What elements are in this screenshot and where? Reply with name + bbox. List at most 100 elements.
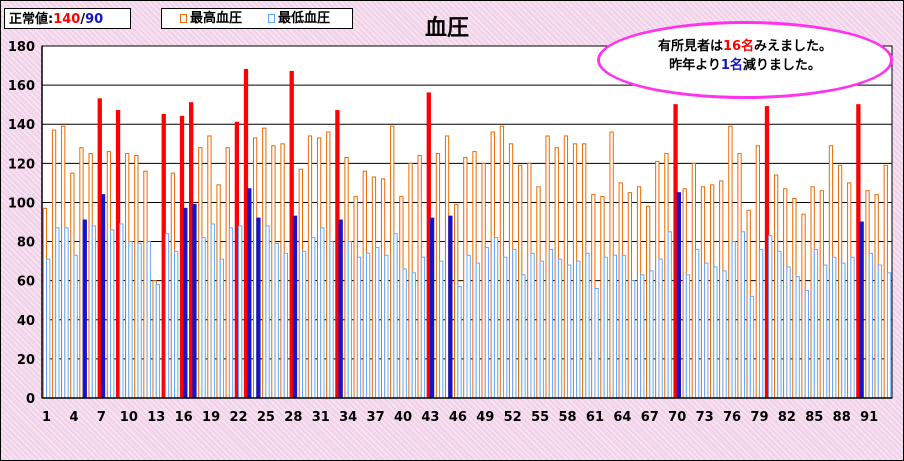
normal-value-slash: / [80, 12, 86, 27]
bar-diastolic [722, 270, 727, 399]
bar-diastolic [420, 256, 426, 399]
bar-diastolic [685, 274, 691, 399]
x-tick-label: 61 [586, 410, 604, 425]
bar-diastolic [201, 237, 206, 399]
bar-diastolic [247, 188, 252, 399]
bar-diastolic [603, 256, 608, 399]
bar-diastolic [841, 262, 846, 399]
bar-diastolic [530, 252, 535, 399]
bar-diastolic [265, 225, 270, 399]
bar-systolic [243, 68, 249, 399]
normal-systolic-value: 140 [53, 12, 81, 27]
bar-diastolic [283, 252, 288, 399]
bar-diastolic [457, 286, 462, 399]
x-tick-label: 28 [284, 410, 302, 425]
x-tick-label: 67 [641, 410, 659, 425]
x-tick-label: 70 [668, 410, 686, 425]
x-tick-label: 31 [312, 410, 330, 425]
bar-diastolic [183, 207, 188, 399]
bar-diastolic [740, 231, 745, 399]
bar-diastolic [859, 221, 864, 399]
x-tick-label: 34 [339, 410, 357, 425]
x-tick-label: 82 [778, 410, 796, 425]
bar-diastolic [429, 217, 435, 399]
chart-legend: 最高血圧 最低血圧 [161, 8, 353, 29]
bar-diastolic [484, 246, 490, 399]
x-tick-label: 52 [504, 410, 522, 425]
bar-diastolic [804, 289, 809, 399]
bar-diastolic [612, 254, 618, 399]
bar-diastolic [219, 258, 225, 399]
bar-diastolic [439, 260, 444, 399]
bar-diastolic [512, 248, 517, 399]
y-tick-label: 180 [8, 40, 35, 55]
bar-diastolic [137, 243, 142, 399]
legend-item-systolic: 最高血圧 [180, 9, 242, 28]
bar-diastolic [594, 287, 599, 399]
callout-count-change: 1名 [720, 58, 743, 73]
legend-label-systolic: 最高血圧 [190, 11, 243, 26]
bar-systolic [664, 153, 669, 399]
bar-diastolic [329, 241, 334, 399]
bar-diastolic [822, 264, 828, 399]
legend-swatch-systolic [180, 14, 187, 23]
bar-diastolic [521, 274, 526, 399]
findings-callout: 有所見者は16名みえました。 昨年より1名減りました。 [597, 21, 893, 99]
bar-diastolic [704, 262, 709, 399]
bar-diastolic [503, 256, 508, 399]
bar-diastolic [713, 266, 718, 399]
bar-diastolic [795, 276, 800, 399]
bar-diastolic [311, 237, 316, 399]
x-tick-label: 10 [120, 410, 138, 425]
x-tick-label: 49 [476, 410, 494, 425]
callout-line-2: 昨年より1名減りました。 [600, 56, 890, 75]
bar-diastolic [110, 229, 115, 399]
x-tick-label: 58 [558, 410, 576, 425]
x-tick-label: 22 [229, 410, 247, 425]
bar-diastolic [192, 203, 197, 399]
bar-diastolic [402, 268, 407, 399]
bar-diastolic [384, 254, 389, 399]
bar-diastolic [466, 254, 471, 399]
y-tick-label: 40 [17, 314, 35, 329]
normal-diastolic-value: 90 [85, 12, 104, 27]
legend-item-diastolic: 最低血圧 [268, 9, 330, 28]
bar-diastolic [694, 248, 700, 399]
bar-diastolic [174, 250, 179, 399]
x-tick-label: 76 [723, 410, 741, 425]
x-tick-label: 46 [449, 410, 467, 425]
bar-diastolic [164, 233, 170, 399]
bar-diastolic [228, 227, 234, 399]
legend-swatch-diastolic [268, 14, 275, 23]
callout-text: みえました。 [754, 39, 833, 54]
y-tick-label: 60 [17, 275, 35, 290]
legend-label-diastolic: 最低血圧 [278, 11, 331, 26]
bar-systolic [673, 104, 678, 399]
x-tick-label: 19 [202, 410, 220, 425]
y-tick-label: 140 [8, 118, 35, 133]
bar-diastolic [493, 237, 499, 399]
bar-diastolic [375, 246, 380, 399]
x-tick-label: 13 [147, 410, 165, 425]
y-tick-label: 80 [17, 236, 35, 251]
bar-diastolic [320, 227, 325, 399]
x-tick-label: 88 [833, 410, 851, 425]
x-tick-label: 37 [367, 410, 385, 425]
x-tick-label: 43 [421, 410, 439, 425]
x-tick-label: 79 [750, 410, 768, 425]
bar-diastolic [82, 219, 87, 399]
bar-diastolic [731, 241, 736, 399]
bar-diastolic [786, 266, 791, 399]
bar-diastolic [667, 231, 672, 399]
bar-diastolic [365, 252, 371, 399]
chart-title: 血圧 [425, 16, 470, 41]
bar-diastolic [631, 280, 636, 399]
bar-diastolic [91, 225, 97, 399]
y-tick-label: 160 [8, 79, 35, 94]
bar-diastolic [238, 225, 243, 399]
x-tick-label: 16 [175, 410, 193, 425]
bar-diastolic [585, 252, 590, 399]
x-tick-label: 85 [805, 410, 823, 425]
callout-text: 有所見者は [657, 39, 723, 54]
y-tick-label: 120 [8, 157, 35, 172]
